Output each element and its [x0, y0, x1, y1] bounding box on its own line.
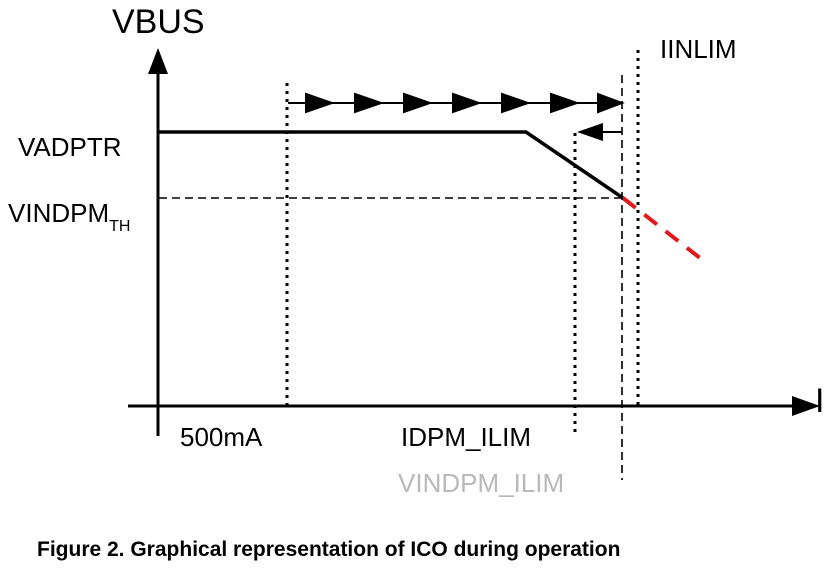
- arrow-chain-right: [288, 92, 625, 114]
- arrow-right-1: [305, 92, 336, 114]
- arrow-left: [577, 123, 622, 141]
- vbus-extrapolation-red: [621, 196, 702, 260]
- figure-caption: Figure 2. Graphical representation of IC…: [37, 538, 620, 561]
- y-axis-arrowhead: [148, 48, 168, 74]
- arrow-left-head: [577, 123, 603, 141]
- label-vindpm-main: VINDPM: [8, 198, 109, 228]
- arrow-right-3: [403, 92, 434, 114]
- arrow-right-2: [354, 92, 385, 114]
- arrow-right-4: [452, 92, 483, 114]
- y-axis-label: VBUS: [112, 3, 205, 41]
- arrow-right-5: [501, 92, 532, 114]
- label-500ma: 500mA: [180, 422, 263, 452]
- label-vadptr: VADPTR: [18, 132, 122, 162]
- arrow-right-7: [597, 92, 625, 114]
- label-iinlim: IINLIM: [660, 34, 737, 64]
- x-axis-arrowhead: [792, 396, 820, 416]
- label-vindpm-ilim: VINDPM_ILIM: [398, 468, 564, 498]
- x-axis-label: I: [815, 382, 824, 420]
- label-idpm-ilim: IDPM_ILIM: [401, 422, 531, 452]
- label-vindpm-sub: TH: [109, 218, 130, 235]
- vbus-curve: [159, 130, 624, 200]
- arrow-right-6: [550, 92, 581, 114]
- label-vindpm-th: VINDPMTH: [8, 198, 130, 235]
